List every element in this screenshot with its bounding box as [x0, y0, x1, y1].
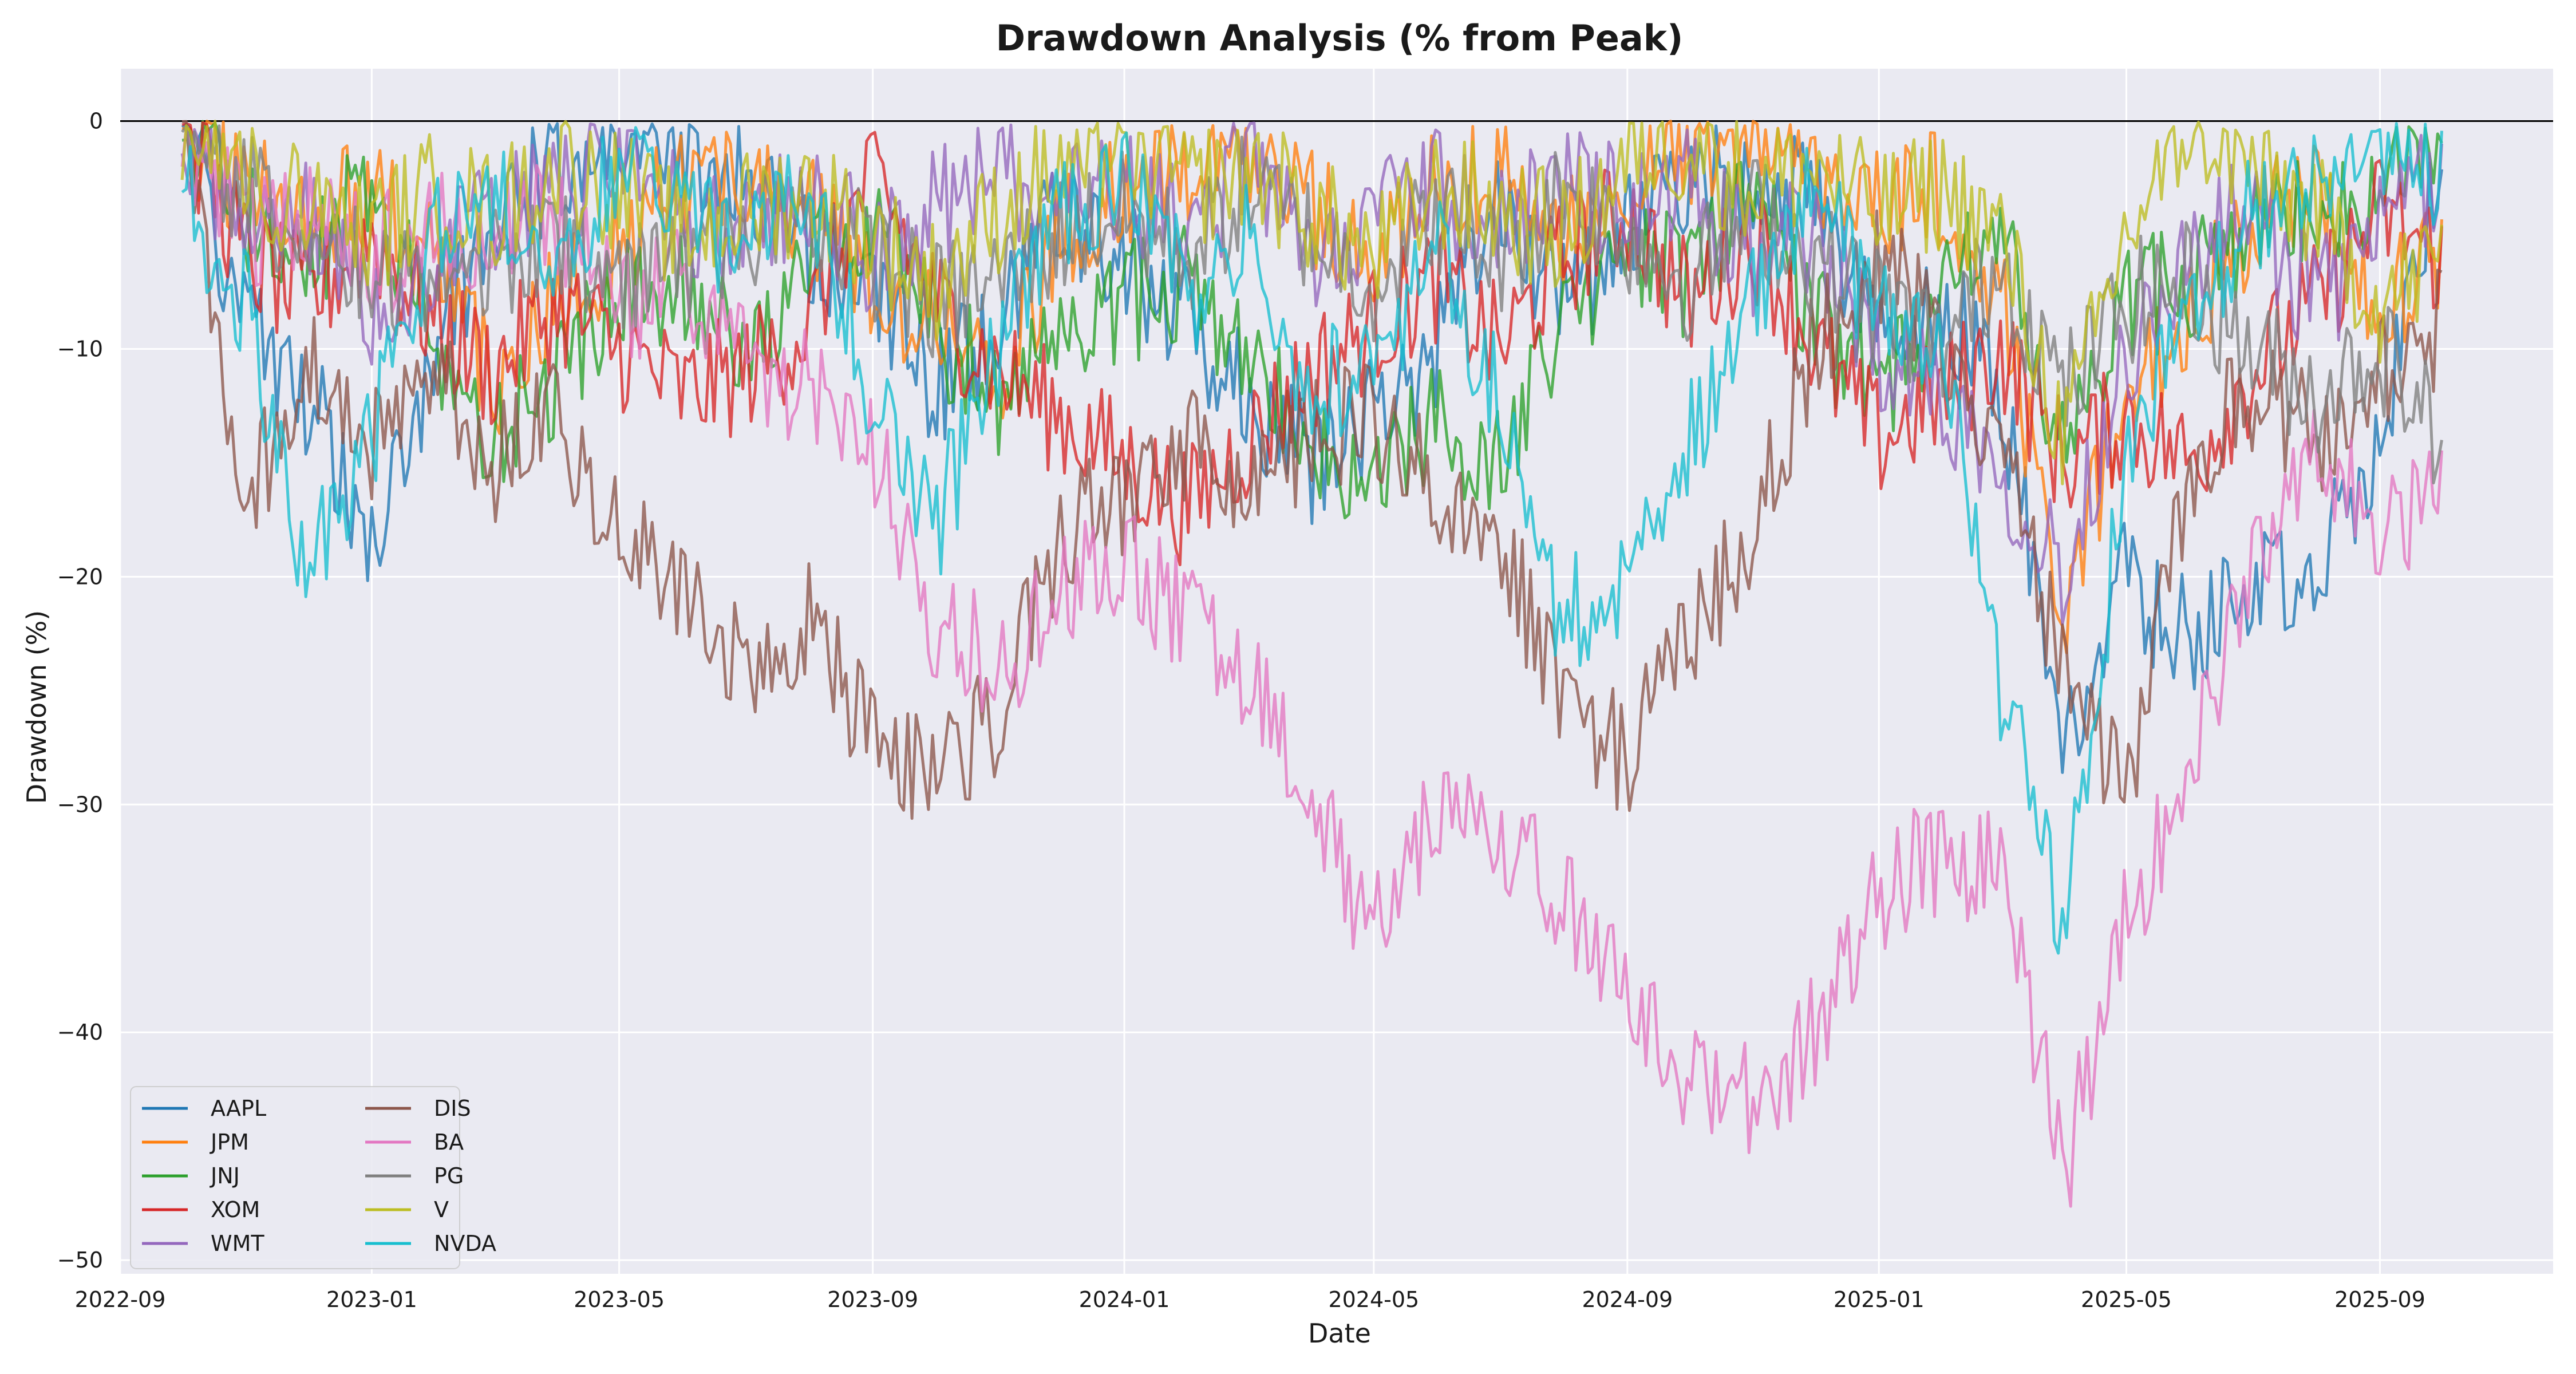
x-axis-label: Date	[1308, 1318, 1371, 1349]
x-tick-label: 2025-09	[2334, 1287, 2425, 1312]
chart-title: Drawdown Analysis (% from Peak)	[996, 17, 1684, 59]
x-tick-label: 2022-09	[75, 1287, 166, 1312]
legend-label: NVDA	[434, 1231, 496, 1256]
legend-box	[130, 1086, 460, 1269]
x-tick-label: 2023-01	[326, 1287, 417, 1312]
x-tick-label: 2023-05	[574, 1287, 665, 1312]
legend-label: JNJ	[210, 1163, 240, 1189]
y-axis-label: Drawdown (%)	[21, 610, 52, 804]
y-tick-label: −10	[57, 336, 103, 361]
series-line-dis	[181, 120, 2443, 820]
series-line-nvda	[181, 122, 2443, 955]
y-tick-label: −30	[57, 792, 103, 817]
series-line-aapl	[181, 122, 2443, 774]
x-tick-label: 2024-01	[1079, 1287, 1170, 1312]
y-tick-label: −50	[57, 1247, 103, 1273]
x-tick-label: 2024-05	[1328, 1287, 1419, 1312]
x-tick-label: 2025-01	[1834, 1287, 1925, 1312]
y-tick-label: 0	[89, 109, 103, 134]
legend-label: WMT	[211, 1231, 264, 1256]
legend: AAPL JPM JNJ XOM WMT DIS BA PG V NVDA	[130, 1086, 496, 1269]
series-line-xom	[181, 121, 2443, 566]
legend-label: DIS	[434, 1096, 471, 1121]
y-tick-label: −40	[57, 1020, 103, 1045]
x-tick-label: 2024-09	[1582, 1287, 1673, 1312]
x-tick-label: 2025-05	[2081, 1287, 2172, 1312]
x-tick-label: 2023-09	[827, 1287, 918, 1312]
series-lines	[180, 120, 2443, 1208]
legend-label: V	[434, 1197, 449, 1222]
legend-label: JPM	[210, 1130, 249, 1155]
y-tick-label: −20	[57, 564, 103, 589]
y-axis: 0 −10 −20 −30 −40 −50	[57, 109, 103, 1273]
legend-label: XOM	[211, 1197, 260, 1222]
x-axis: 2022-09 2023-01 2023-05 2023-09 2024-01 2024-…	[75, 1287, 2425, 1312]
series-line-v	[180, 120, 2443, 485]
legend-label: PG	[434, 1163, 464, 1189]
legend-label: AAPL	[211, 1096, 266, 1121]
legend-label: BA	[434, 1130, 464, 1155]
